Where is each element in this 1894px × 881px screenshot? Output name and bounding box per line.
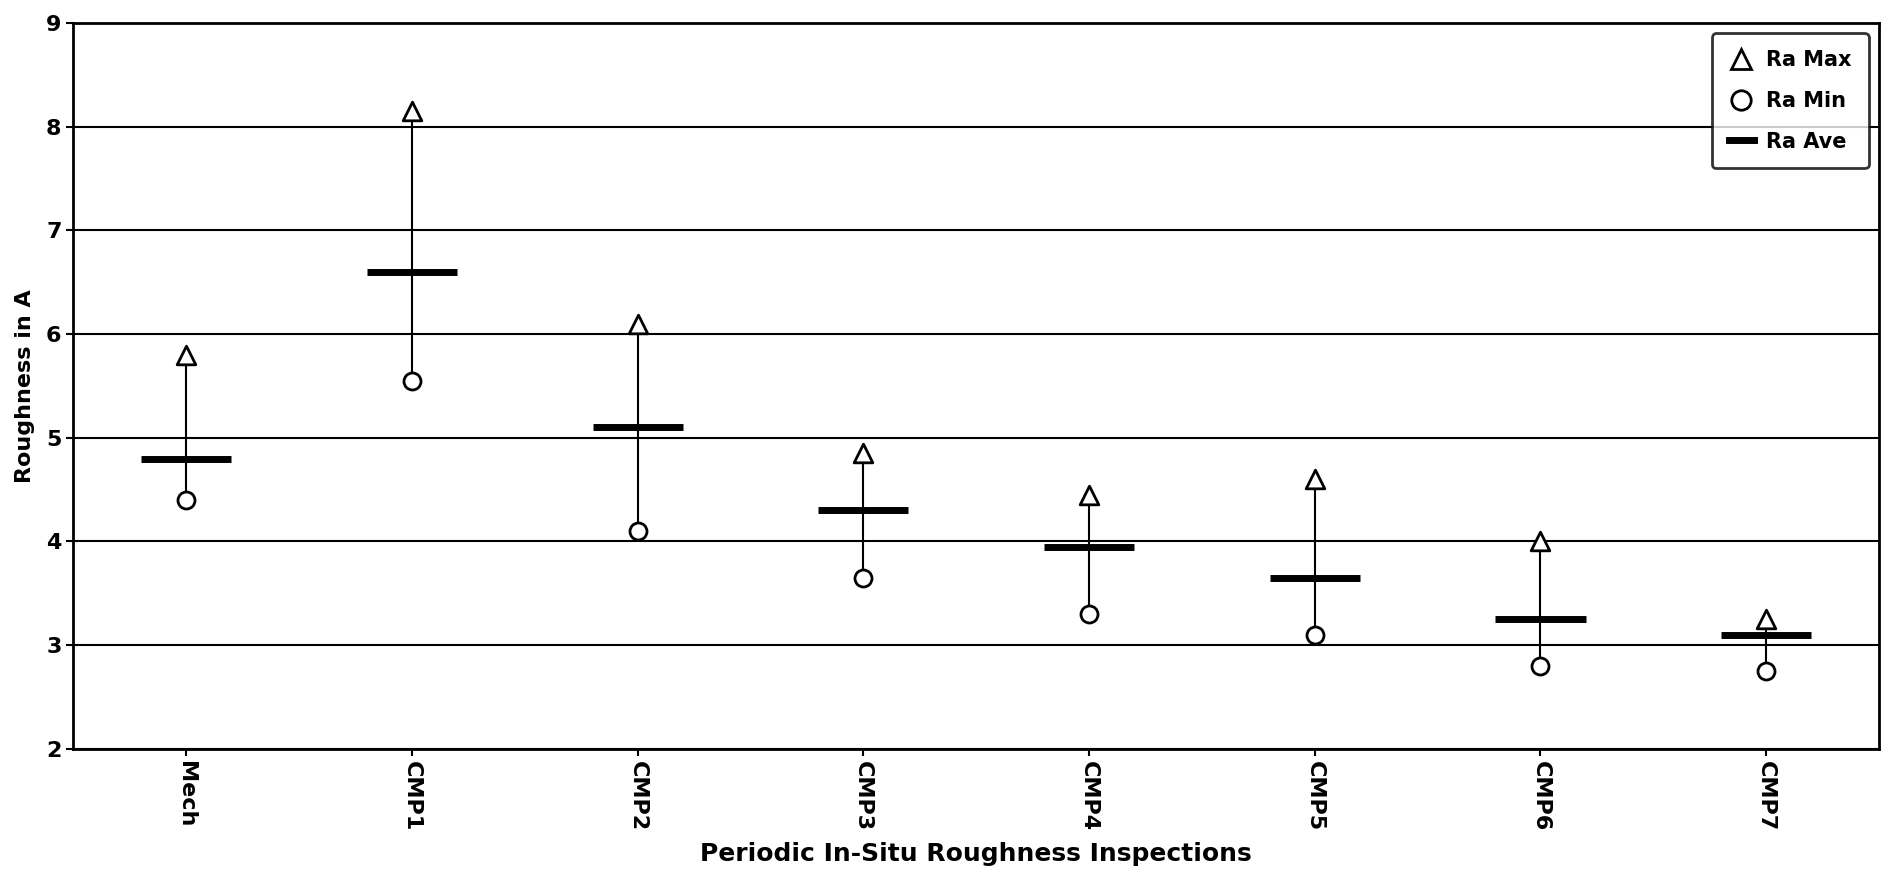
- Ra Min: [170, 493, 201, 507]
- Ra Max: [170, 348, 201, 362]
- Legend: Ra Max, Ra Min, Ra Ave: Ra Max, Ra Min, Ra Ave: [1712, 33, 1869, 168]
- Ra Min: [849, 571, 879, 585]
- Ra Max: [1750, 612, 1780, 626]
- Ra Max: [398, 104, 428, 118]
- X-axis label: Periodic In-Situ Roughness Inspections: Periodic In-Situ Roughness Inspections: [701, 842, 1252, 866]
- Ra Max: [849, 447, 879, 461]
- Ra Max: [623, 316, 653, 330]
- Ra Max: [1525, 535, 1555, 549]
- Ra Min: [1074, 607, 1104, 621]
- Ra Max: [1074, 488, 1104, 502]
- Ra Min: [398, 374, 428, 388]
- Ra Max: [1299, 472, 1330, 486]
- Ra Min: [1299, 628, 1330, 642]
- Ra Min: [1750, 664, 1780, 678]
- Y-axis label: Roughness in A: Roughness in A: [15, 289, 34, 483]
- Ra Min: [623, 524, 653, 538]
- Ra Min: [1525, 659, 1555, 673]
